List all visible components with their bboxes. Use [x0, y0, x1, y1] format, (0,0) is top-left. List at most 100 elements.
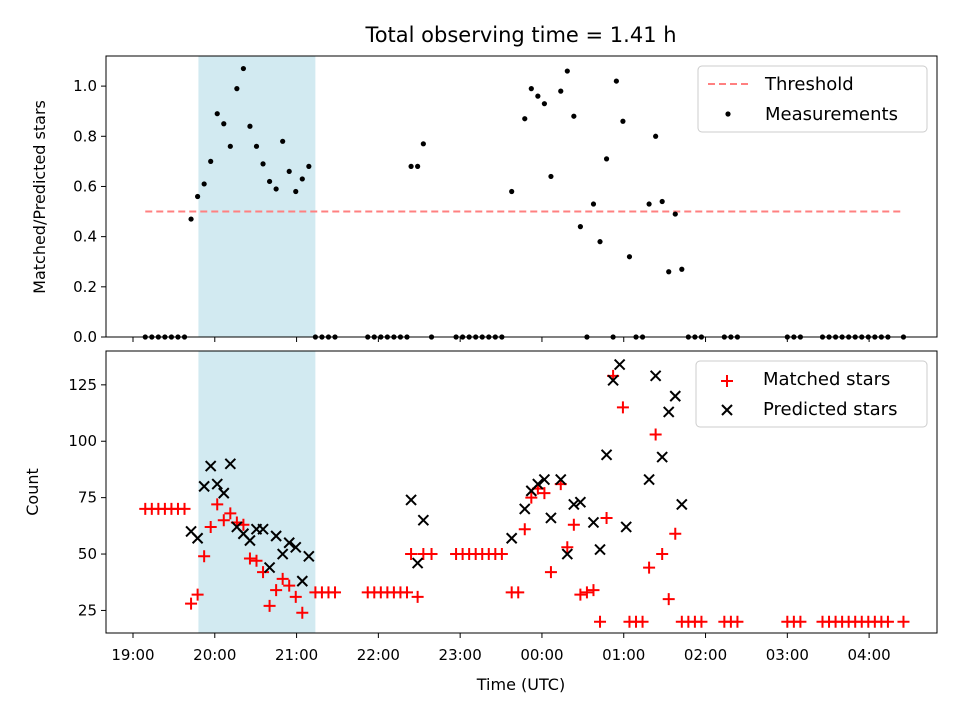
- matched-star-point: [185, 597, 198, 610]
- matched-star-point: [538, 487, 551, 500]
- matched-star-point: [525, 491, 538, 504]
- matched-star-point: [897, 615, 910, 628]
- bottom-y-axis-label: Count: [23, 468, 42, 516]
- bottom-y-ticks: 25 50 75 100 125: [68, 376, 106, 619]
- predicted-star-point: [568, 498, 580, 511]
- matched-star-point: [217, 514, 230, 527]
- top-legend: Threshold Measurements: [697, 65, 928, 133]
- predicted-star-point: [669, 390, 681, 402]
- measurement-point: [653, 133, 659, 139]
- matched-star-point: [283, 579, 296, 592]
- matched-star-point: [518, 523, 531, 536]
- legend-measurements-swatch: [725, 111, 731, 117]
- legend-threshold-label: Threshold: [764, 74, 854, 95]
- bottom-axes-frame: [105, 350, 938, 634]
- matched-star-point: [731, 615, 744, 628]
- top-x-ticks: [132, 337, 870, 342]
- predicted-star-point: [545, 512, 557, 524]
- matched-star-point: [257, 566, 270, 579]
- top-y-axis-label: Matched/Predicted stars: [30, 100, 49, 294]
- matched-star-point: [587, 584, 600, 597]
- bottom-legend-box: [695, 360, 928, 428]
- bottom-x-tick-label: 21:00: [275, 646, 318, 664]
- measurement-point: [234, 86, 240, 92]
- matched-star-point: [495, 548, 508, 561]
- predicted-star-point: [211, 478, 223, 490]
- top-y-tick-label: 0.0: [73, 328, 97, 346]
- measurement-point: [260, 161, 266, 167]
- matched-star-point: [600, 511, 613, 524]
- measurement-point: [201, 181, 207, 187]
- matched-star-point: [512, 586, 525, 599]
- matched-star-point: [636, 615, 649, 628]
- predicted-star-point: [519, 503, 531, 515]
- matched-star-point: [250, 554, 263, 567]
- matched-star-point: [662, 593, 675, 606]
- matched-star-point: [289, 590, 302, 603]
- bottom-y-tick-label: 25: [78, 601, 97, 619]
- measurement-point: [188, 216, 194, 222]
- measurement-point: [590, 201, 597, 207]
- measurement-point: [221, 121, 227, 127]
- predicted-star-point: [283, 537, 295, 549]
- predicted-star-point: [224, 458, 237, 470]
- measurement-point: [564, 68, 570, 74]
- bottom-y-tick-label: 125: [68, 376, 97, 394]
- top-highlight-span: [198, 56, 316, 337]
- matched-star-point: [616, 401, 629, 414]
- measurement-point: [571, 113, 577, 119]
- measurement-point: [253, 143, 260, 149]
- measurement-point: [666, 269, 672, 275]
- top-y-tick-label: 1.0: [73, 77, 97, 95]
- predicted-star-point: [411, 557, 424, 569]
- top-axes-frame: [105, 55, 938, 338]
- matched-star-point: [178, 502, 191, 515]
- predicted-star-point: [613, 358, 626, 371]
- measurement-point: [522, 116, 528, 122]
- measurement-point: [266, 178, 273, 185]
- measurement-point: [214, 111, 220, 117]
- bottom-legend: Matched stars Predicted stars: [695, 360, 928, 428]
- predicted-star-point: [218, 487, 230, 499]
- top-y-tick-label: 0.4: [73, 228, 97, 246]
- predicted-star-point: [244, 534, 256, 547]
- x-axis-label: Time (UTC): [476, 675, 565, 694]
- measurement-point: [299, 176, 305, 182]
- measurement-point: [597, 239, 603, 245]
- predicted-star-point: [532, 478, 544, 490]
- legend-predicted-swatch: [721, 404, 733, 416]
- measurement-point: [420, 141, 426, 147]
- matched-star-point: [400, 586, 413, 599]
- matched-star-point: [204, 520, 217, 533]
- matched-star-point: [243, 552, 256, 565]
- measurement-point: [247, 123, 253, 129]
- predicted-star-point: [676, 498, 688, 511]
- predicted-star-point: [561, 548, 574, 560]
- bottom-highlight-rect: [198, 351, 316, 633]
- predicted-star-point: [405, 494, 417, 506]
- chart-title: Total observing time = 1.41 h: [364, 23, 676, 47]
- bottom-panel: Count Time (UTC) 25 50 75 100 125 19:00 20:00…: [23, 350, 938, 694]
- predicted-star-point: [290, 541, 302, 553]
- matched-star-point: [544, 566, 557, 579]
- predicted-star-point: [555, 473, 567, 486]
- measurement-point: [528, 86, 534, 92]
- measurement-point: [548, 173, 554, 180]
- matched-star-point: [329, 586, 342, 599]
- measurement-point: [415, 163, 421, 169]
- predicted-star-point: [594, 543, 606, 556]
- measurement-point: [659, 198, 665, 205]
- bottom-x-tick-label: 02:00: [684, 646, 727, 664]
- measurement-point: [240, 65, 247, 72]
- measurement-point: [408, 163, 414, 169]
- predicted-stars-points: [185, 358, 688, 587]
- measurement-point: [208, 158, 214, 164]
- measurement-point: [280, 138, 286, 144]
- predicted-star-point: [296, 575, 309, 587]
- predicted-star-point: [538, 473, 551, 486]
- matched-star-point: [405, 548, 418, 561]
- matched-star-point: [191, 588, 204, 601]
- predicted-star-point: [191, 532, 204, 544]
- predicted-star-point: [263, 561, 276, 574]
- measurement-point: [227, 143, 233, 149]
